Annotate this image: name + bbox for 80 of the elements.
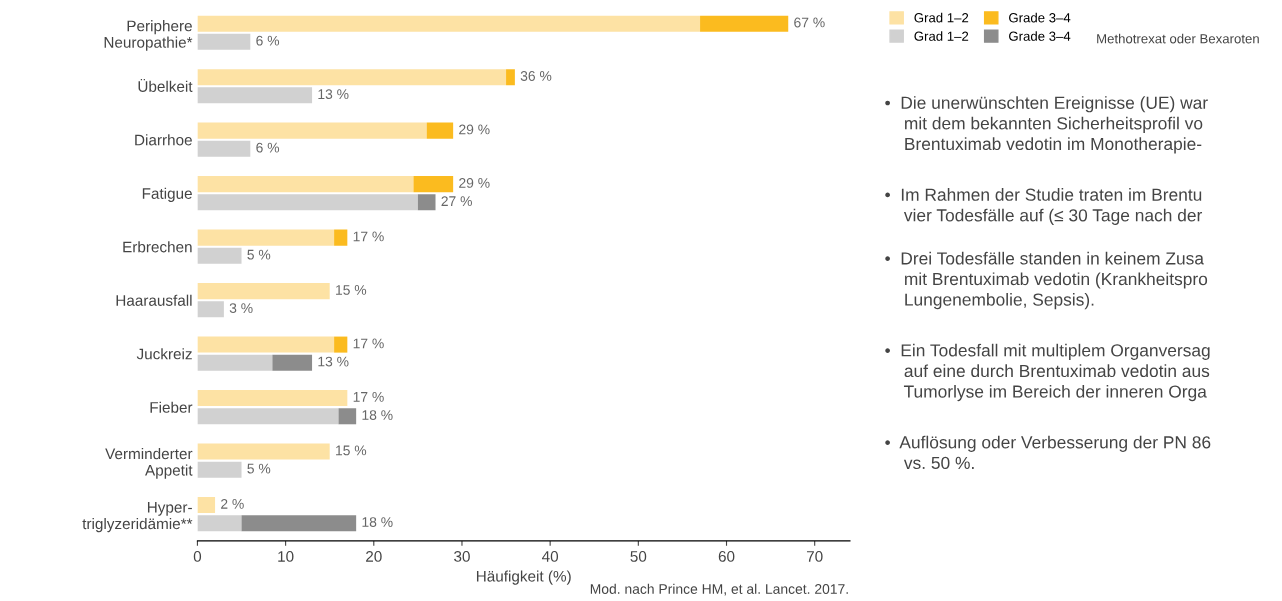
bar xyxy=(197,515,242,532)
bar xyxy=(197,176,414,193)
text: • Im Rahmen der Studie traten im Brentu vier Todesfälle auf (≤ 30 Tage nach der xyxy=(885,188,1203,225)
text: • Drei Todesfälle standen in keinem Zusa mit Brentuximab vedotin (Krankheitspro Lungenembolie, Sepsis). xyxy=(885,251,1208,310)
text: 15 % xyxy=(336,285,367,295)
bar xyxy=(334,229,348,246)
text: 36 % xyxy=(520,71,552,81)
legend-label: Grade 3–4 xyxy=(1009,12,1071,23)
y-tick-label: Hyper- triglyzeridämie** xyxy=(82,502,193,533)
y-tick-label: Diarrhoe xyxy=(135,134,192,146)
bar xyxy=(241,515,357,532)
text: Methotrexat oder Bexaroten xyxy=(1097,33,1259,44)
text: 15 % xyxy=(336,445,367,456)
x-tick-label: 40 xyxy=(542,551,559,562)
text: 67 % xyxy=(794,17,825,28)
y-tick-label: Fieber xyxy=(150,401,193,413)
bar xyxy=(197,408,339,425)
x-axis-title: Häufigkeit (%) xyxy=(476,570,571,585)
y-tick-label: Juckreiz xyxy=(136,348,192,360)
bar xyxy=(197,229,335,246)
bar xyxy=(417,194,436,211)
bar xyxy=(197,390,348,407)
x-tick-label: 0 xyxy=(193,551,202,562)
x-tick-label: 30 xyxy=(454,551,470,562)
legend-label: Grade 3–4 xyxy=(1009,31,1071,41)
y-tick-label: Verminderter Appetit xyxy=(105,448,193,479)
y-tick-label: Periphere Neuropathie* xyxy=(104,20,193,51)
text: • Ein Todesfall mit multiplem Organversag auf eine durch Brentuximab vedotin aus Tumorlyse im Bereich der inneren Orga xyxy=(885,343,1210,402)
text: 6 % xyxy=(256,142,280,153)
y-tick-label: Fatigue xyxy=(142,187,192,202)
x-tick-label: 70 xyxy=(806,551,823,562)
text: Mod. nach Prince HM, et al. Lancet. 2017. xyxy=(590,583,848,596)
bar xyxy=(197,443,330,460)
y-tick-label: Übelkeit xyxy=(138,78,193,92)
bar xyxy=(506,69,515,86)
text: 13 % xyxy=(318,356,349,367)
text: • Auflösung oder Verbesserung der PN 86 vs. 50 %. xyxy=(885,435,1211,470)
text: 27 % xyxy=(441,196,472,206)
text: 2 % xyxy=(221,498,244,509)
text: 5 % xyxy=(247,463,271,474)
bar xyxy=(334,336,348,353)
bar xyxy=(338,408,357,425)
bar xyxy=(197,301,224,318)
bar xyxy=(272,354,313,371)
bar xyxy=(413,176,454,193)
text: 5 % xyxy=(247,249,271,260)
bar xyxy=(197,33,251,50)
text: 13 % xyxy=(318,89,349,100)
bar xyxy=(197,87,313,104)
x-tick-label: 60 xyxy=(718,551,735,562)
text: 18 % xyxy=(362,410,393,420)
legend-label: Grad 1–2 xyxy=(914,12,969,23)
bar xyxy=(197,122,427,139)
bar xyxy=(197,354,273,371)
bar xyxy=(197,247,242,264)
x-tick-label: 50 xyxy=(630,551,647,562)
text: 18 % xyxy=(362,517,393,527)
text: 3 % xyxy=(229,303,253,314)
bar xyxy=(197,194,418,211)
y-tick-label: Erbrechen xyxy=(123,241,192,253)
text: 17 % xyxy=(353,231,384,242)
text: 17 % xyxy=(353,392,384,402)
bar xyxy=(197,336,335,353)
bar xyxy=(197,461,242,478)
bar xyxy=(197,497,216,514)
text: 29 % xyxy=(459,124,490,135)
bar xyxy=(426,122,454,139)
bar xyxy=(197,283,330,300)
bar xyxy=(197,15,701,32)
x-tick-label: 20 xyxy=(366,551,382,562)
bar xyxy=(700,15,789,32)
x-tick-label: 10 xyxy=(278,551,294,562)
text: 29 % xyxy=(459,178,490,188)
bar xyxy=(197,140,251,157)
text: 17 % xyxy=(353,338,384,349)
legend-label: Grad 1–2 xyxy=(914,31,969,41)
text: 6 % xyxy=(256,35,280,46)
text: • Die unerwünschten Ereignisse (UE) war mit dem bekannten Sicherheitsprofil vo Brentuximab vedotin im Monotherapie- xyxy=(885,96,1208,154)
y-tick-label: Haarausfall xyxy=(116,294,192,306)
bar xyxy=(197,69,507,86)
